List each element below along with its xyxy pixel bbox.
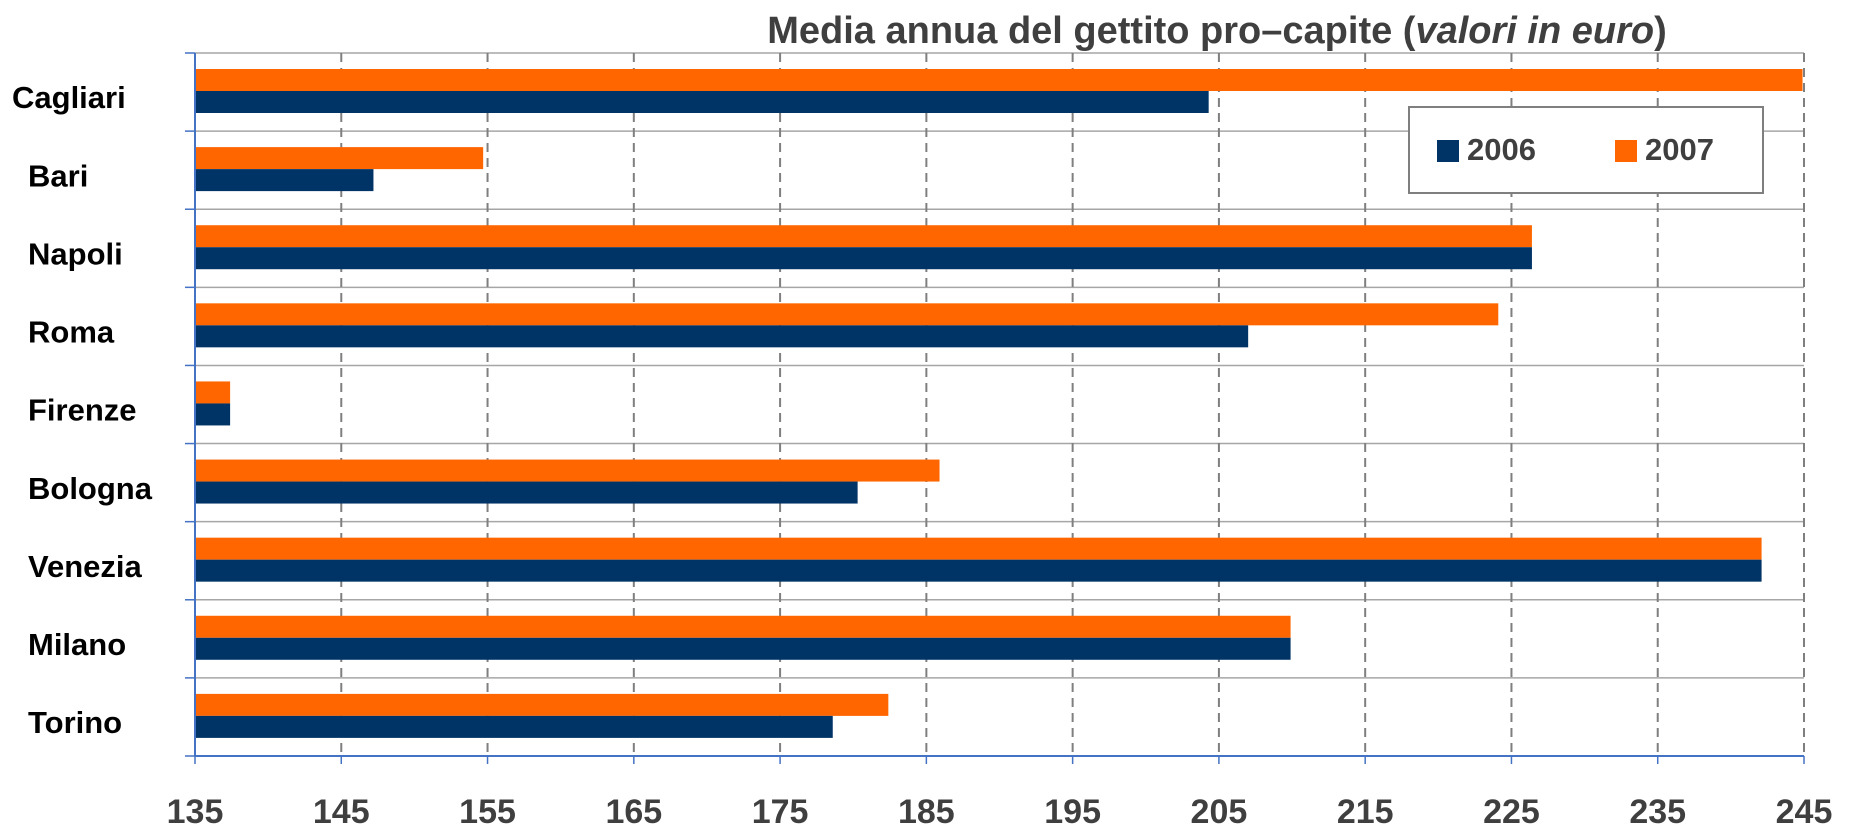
bar [195,403,231,426]
legend-swatch [1437,140,1459,162]
bar [195,169,374,192]
bar [195,381,231,404]
legend-box [1408,106,1764,194]
x-tick-label: 165 [605,793,662,824]
bar [195,69,1803,91]
bar [195,559,1762,582]
x-tick-label: 155 [459,793,516,824]
x-tick-label: 225 [1483,793,1540,824]
bar [195,615,1291,638]
bar [195,91,1209,113]
bar [195,537,1762,560]
legend-label: 2007 [1645,132,1714,167]
bar [195,225,1532,248]
x-tick-label: 145 [313,793,370,824]
bar [195,459,940,482]
x-tick-label: 215 [1337,793,1394,824]
title-part: ) [1654,10,1667,52]
x-tick-label: 175 [752,793,809,824]
title-part: valori in euro [1415,10,1654,52]
category-label: Torino [28,705,122,740]
x-tick-label: 185 [898,793,955,824]
category-label: Bologna [28,471,153,506]
category-label: Roma [28,315,115,350]
x-tick-label: 195 [1044,793,1101,824]
bar [195,247,1532,270]
x-tick-label: 235 [1629,793,1686,824]
category-label: Milano [28,627,126,662]
x-tick-label: 205 [1191,793,1248,824]
title-part: Media annua del gettito pro–capite ( [767,10,1416,52]
bar [195,481,858,504]
x-tick-label: 245 [1776,793,1833,824]
category-label: Venezia [28,549,142,584]
category-label: Cagliari [12,80,126,115]
bar [195,325,1249,348]
legend-label: 2006 [1467,132,1536,167]
bar [195,693,889,716]
legend-swatch [1615,140,1637,162]
bar [195,303,1499,326]
bar [195,637,1291,660]
category-label: Napoli [28,236,123,271]
category-label: Firenze [28,393,137,428]
chart-title: Media annua del gettito pro–capite (valo… [767,10,1666,52]
x-tick-label: 135 [167,793,224,824]
bar [195,715,833,738]
bar [195,147,484,170]
category-label: Bari [28,158,88,193]
